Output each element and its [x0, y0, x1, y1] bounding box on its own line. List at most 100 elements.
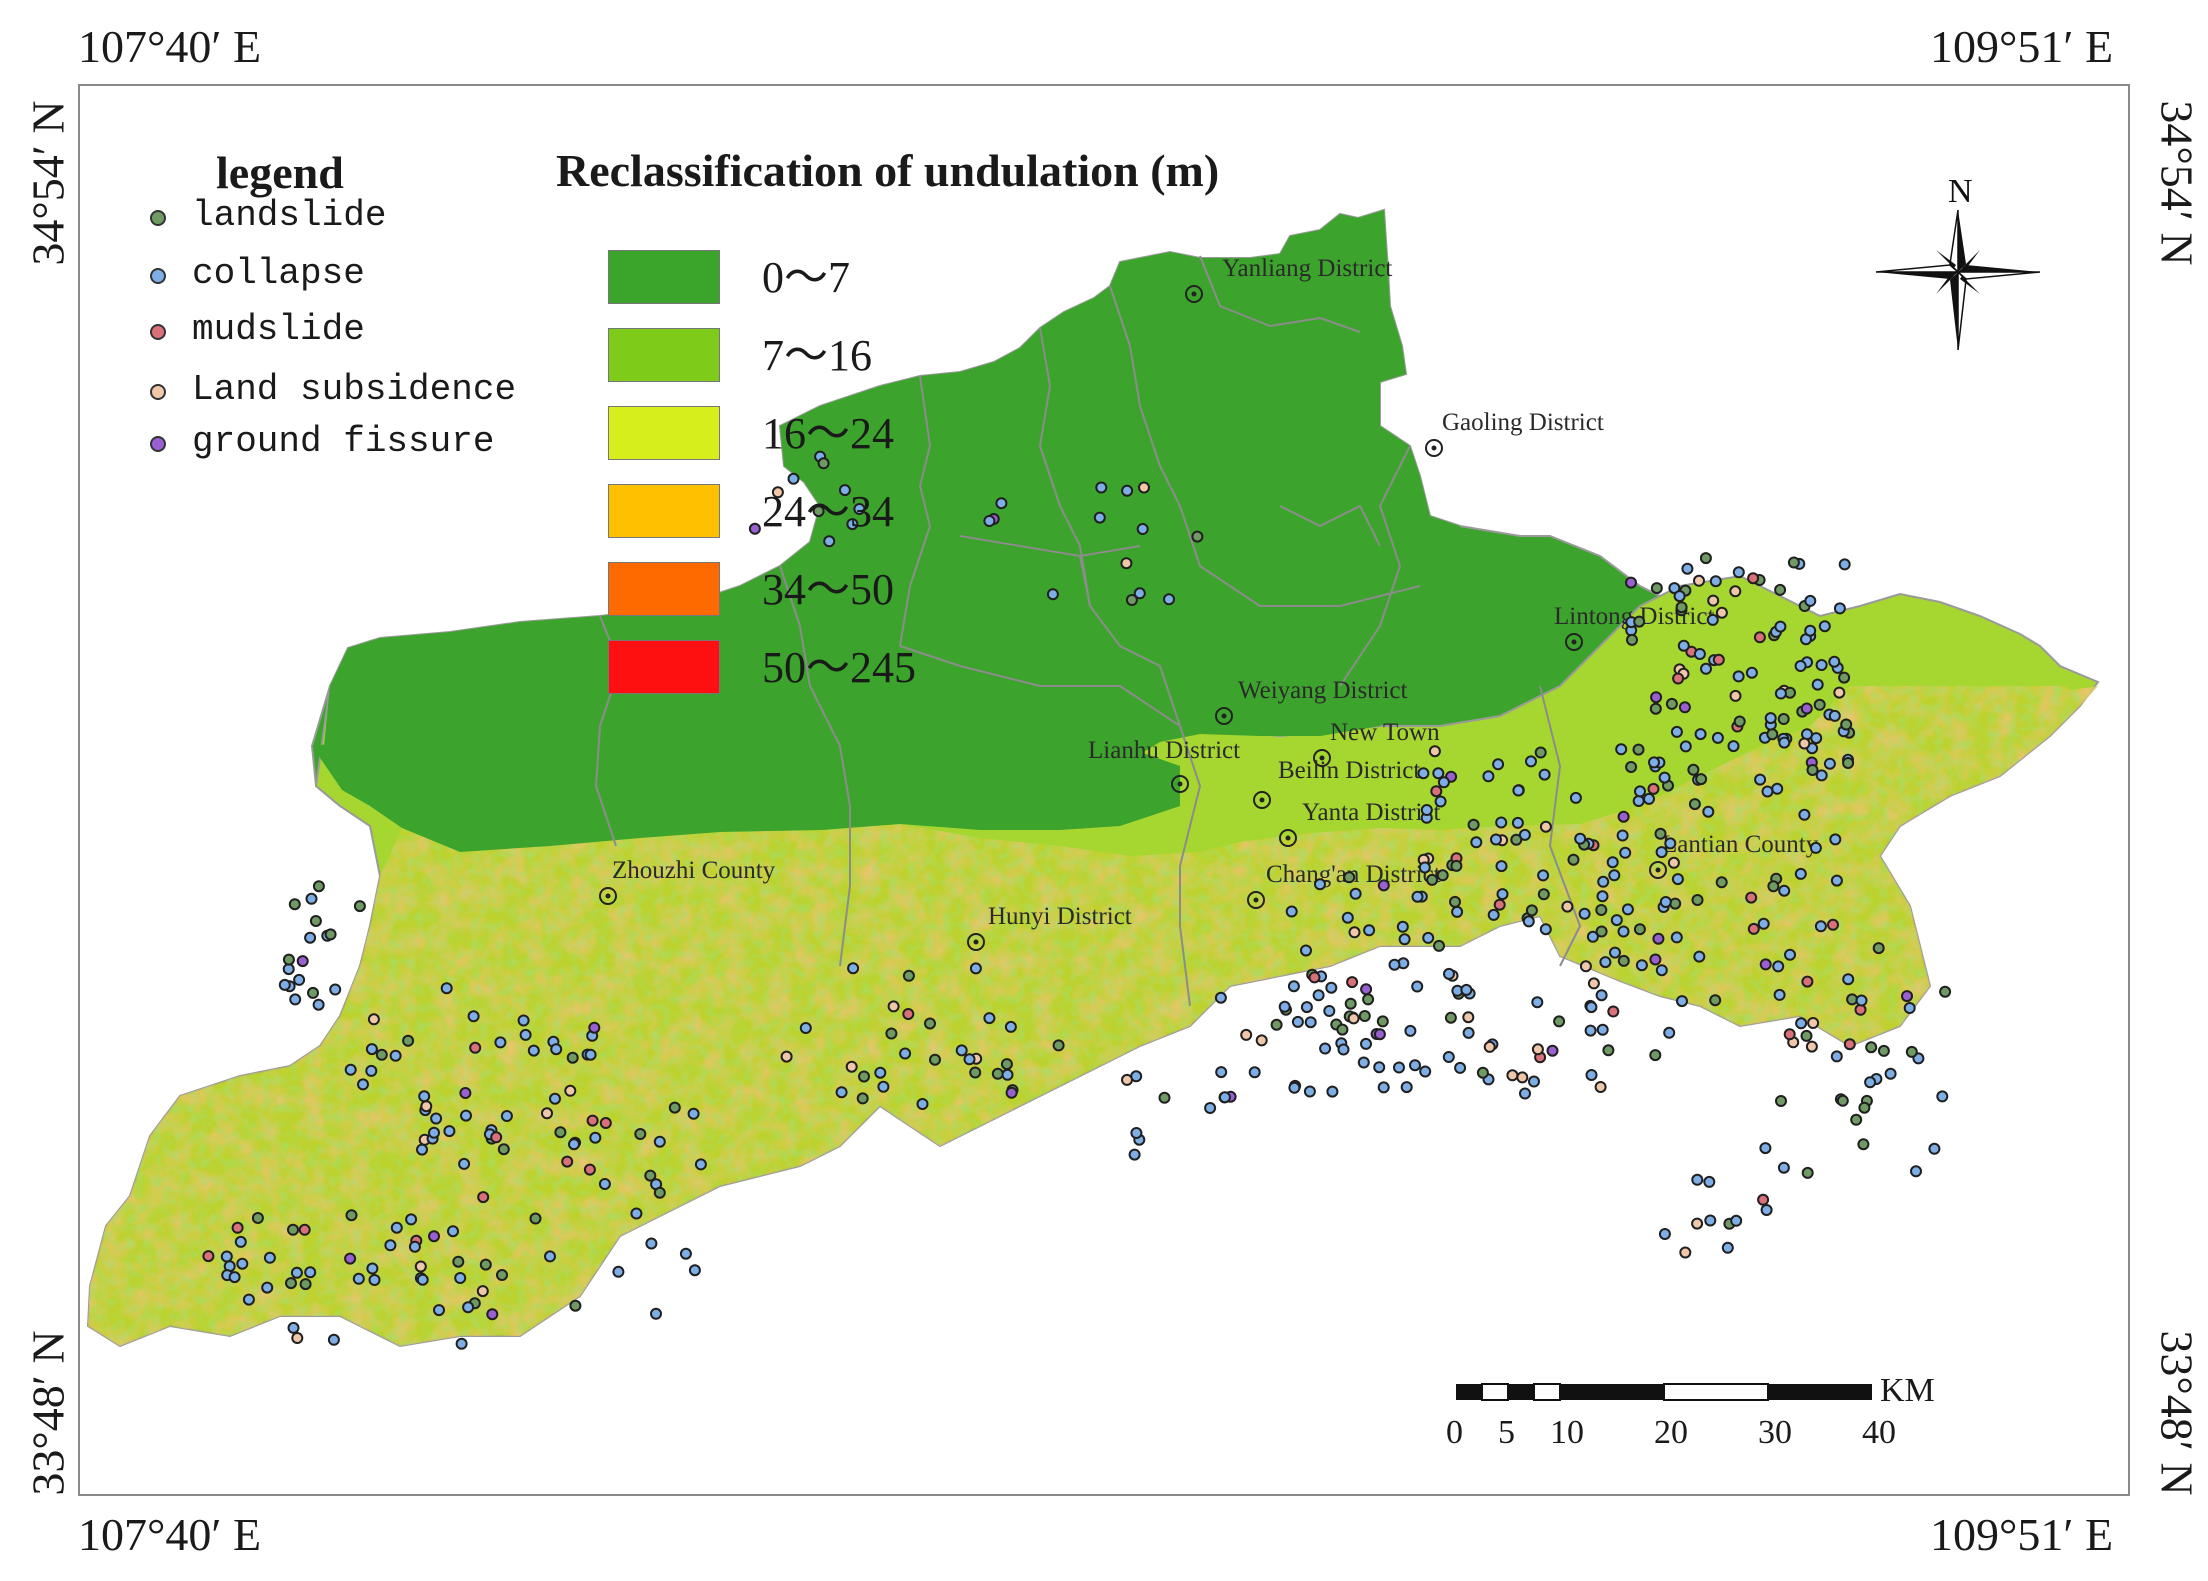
hazard-point — [1632, 743, 1645, 756]
hazard-point — [1702, 805, 1715, 818]
hazard-point — [1434, 795, 1447, 808]
hazard-point — [430, 1112, 443, 1125]
hazard-point — [1001, 1068, 1014, 1081]
hazard-point — [261, 1281, 274, 1294]
coord-top-left: 107°40′ E — [78, 21, 262, 72]
hazard-point — [687, 1107, 700, 1120]
hazard-point — [1675, 601, 1688, 614]
hazard-point — [1443, 967, 1455, 980]
hazard-point — [1807, 1017, 1820, 1029]
hazard-point — [1314, 878, 1326, 891]
class-swatch-1 — [608, 328, 720, 382]
hazard-point — [554, 1126, 567, 1139]
hazard-point — [846, 518, 859, 531]
hazard-point — [1672, 672, 1685, 685]
hazard-point — [1602, 1044, 1615, 1057]
district-seat-marker — [1247, 891, 1265, 909]
district-label: New Town — [1330, 719, 1440, 746]
hazard-point — [345, 1209, 358, 1222]
hazard-point — [1346, 976, 1359, 989]
hazard-point — [1516, 1071, 1529, 1084]
hazard-point — [1418, 861, 1431, 874]
hazard-point — [1377, 879, 1390, 892]
hazard-point — [1635, 959, 1648, 972]
hazard-point — [366, 1262, 379, 1275]
hazard-point — [1248, 1066, 1261, 1079]
hazard-point — [1784, 948, 1796, 961]
class-label-1: 7～16 — [762, 331, 872, 380]
hazard-point — [1607, 1005, 1620, 1018]
hazard-point — [1772, 960, 1785, 973]
hazard-point — [285, 1277, 297, 1290]
hazard-point — [1325, 981, 1338, 994]
hazard-point — [1377, 1081, 1390, 1094]
hazard-point — [1400, 1081, 1413, 1094]
hazard-point — [1428, 745, 1441, 758]
district-label: Lantian County — [1662, 831, 1819, 858]
hazard-point — [1699, 552, 1712, 565]
coord-right-bottom: 33°48′ N — [2151, 1330, 2203, 1496]
hazard-point — [1376, 1015, 1389, 1028]
hazard-point — [1877, 1044, 1890, 1057]
hazard-point — [1652, 932, 1665, 945]
hazard-point — [983, 515, 996, 527]
legend-title: legend — [216, 147, 344, 198]
hazard-point — [1814, 920, 1827, 933]
hazard-point — [1595, 989, 1608, 1002]
scale-tick-5: 40 — [1862, 1414, 1896, 1451]
hazard-point — [1671, 873, 1684, 886]
hazard-point — [1864, 1076, 1877, 1089]
hazard-point — [1648, 756, 1660, 769]
hazard-point — [288, 898, 301, 911]
hazard-point — [1404, 1024, 1417, 1037]
hazard-point — [1360, 1037, 1372, 1050]
hazard-point — [1805, 1040, 1818, 1053]
hazard-point — [416, 1143, 428, 1156]
hazard-point — [1764, 712, 1777, 725]
hazard-point — [490, 1131, 503, 1144]
hazard-point — [902, 1008, 915, 1020]
hazard-point — [1596, 1023, 1609, 1036]
hazard-point — [1833, 686, 1846, 699]
hazard-point — [1287, 980, 1300, 993]
hazard-point — [1712, 653, 1725, 666]
hazard-point — [1665, 697, 1678, 710]
hazard-point — [1430, 785, 1443, 798]
hazard-point — [1388, 958, 1401, 971]
hazard-point — [368, 1274, 381, 1286]
hazard-point — [405, 1213, 418, 1226]
district-seat-dot — [1259, 797, 1265, 803]
hazard-point — [1650, 691, 1663, 704]
hazard-point — [327, 1333, 340, 1346]
hazard-point — [991, 1067, 1004, 1080]
hazard-point — [1595, 925, 1608, 938]
class-swatch-0 — [608, 250, 720, 304]
hazard-point — [1729, 689, 1742, 702]
hazard-point — [924, 1017, 936, 1030]
hazard-point — [1373, 1028, 1386, 1041]
hazard-point — [1595, 904, 1608, 916]
hazard-point — [1587, 977, 1600, 990]
hazard-point — [1454, 1061, 1467, 1074]
hazard-point — [1679, 740, 1692, 753]
hazard-point — [1711, 731, 1724, 744]
hazard-point — [251, 1212, 264, 1224]
hazard-point — [469, 1041, 482, 1054]
hazard-point — [1715, 876, 1728, 889]
hazard-point — [1483, 1040, 1496, 1053]
hazard-point — [389, 1049, 402, 1062]
hazard-point — [1358, 1010, 1371, 1022]
hazard-point — [1901, 990, 1913, 1003]
hazard-point — [519, 1028, 532, 1041]
hazard-point — [1804, 624, 1817, 637]
hazard-point — [1617, 810, 1630, 823]
hazard-point — [408, 1240, 421, 1253]
hazard-point — [1343, 871, 1356, 884]
district-seat-marker — [1313, 749, 1331, 767]
hazard-point — [428, 1230, 440, 1243]
hazard-point — [1417, 767, 1430, 780]
hazard-point — [357, 1078, 369, 1091]
hazard-point — [1794, 660, 1807, 672]
hazard-point — [1658, 771, 1671, 784]
hazard-point — [561, 1155, 574, 1168]
